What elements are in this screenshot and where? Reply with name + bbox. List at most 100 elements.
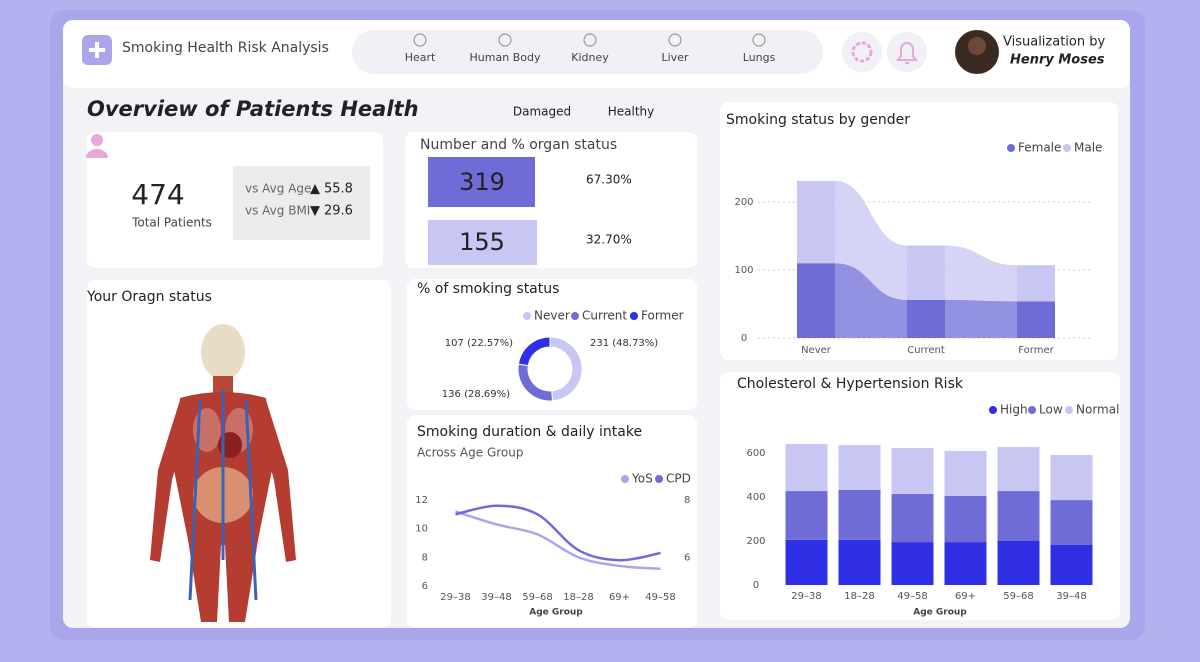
bar-segment — [997, 541, 1040, 585]
legend-label: High — [1000, 403, 1028, 417]
ribbon — [835, 263, 907, 338]
bar-segment — [1050, 454, 1093, 501]
y2-tick-label: 6 — [684, 552, 690, 563]
legend-marker — [1065, 406, 1073, 414]
legend-label: Current — [582, 309, 627, 323]
legend-marker — [621, 475, 629, 483]
organ-status-title: Number and % organ status — [420, 137, 617, 153]
data-label: 107 (22.57%) — [445, 338, 513, 349]
tab-damaged[interactable]: Damaged — [513, 105, 571, 119]
organ-count: 319 — [459, 168, 505, 196]
nav-icon — [668, 33, 682, 47]
bar-segment — [785, 443, 828, 492]
line-card — [407, 415, 697, 628]
damaged-box — [428, 157, 535, 207]
nav-icon — [752, 33, 766, 47]
y-tick-label: 200 — [746, 536, 765, 547]
x-tick-label: 29–38 — [440, 592, 470, 603]
x-tick-label: Former — [1018, 345, 1054, 356]
chart-subtitle: Across Age Group — [417, 446, 523, 460]
x-axis-label: Age Group — [529, 608, 583, 618]
credit-label: Visualization by — [1003, 35, 1105, 50]
tab-healthy[interactable]: Healthy — [608, 105, 655, 119]
author-name: Henry Moses — [1010, 53, 1105, 68]
bar-segment — [797, 263, 835, 338]
y-tick-label: 400 — [746, 492, 765, 503]
legend-label: Female — [1018, 141, 1061, 155]
comparison-value: 29.6 — [324, 204, 353, 219]
overview-title: Overview of Patients Health — [87, 97, 419, 121]
logo-plus — [89, 42, 105, 58]
organ-panel-title: Your Oragn status — [86, 289, 212, 305]
nav-icon — [498, 33, 512, 47]
organ-percent: 67.30% — [586, 173, 632, 187]
line-series — [455, 504, 661, 562]
y-tick-label: 10 — [415, 524, 428, 535]
legend-marker — [630, 312, 638, 320]
bar-segment — [907, 245, 945, 300]
bar-segment — [891, 447, 934, 494]
y-tick-label: 0 — [753, 580, 759, 591]
legend-label: Male — [1074, 141, 1102, 155]
chart-title: % of smoking status — [417, 281, 559, 297]
y-tick-label: 0 — [741, 333, 747, 344]
line-series — [455, 510, 661, 571]
data-label: 231 (48.73%) — [590, 338, 658, 349]
x-tick-label: 59–68 — [522, 592, 552, 603]
chart-title: Smoking duration & daily intake — [417, 424, 642, 440]
comparison-box — [233, 166, 370, 240]
bar-segment — [785, 539, 828, 585]
x-tick-label: Current — [907, 345, 945, 356]
ribbon — [835, 180, 907, 300]
kpi-value: 474 — [131, 178, 184, 211]
comparison-value: 55.8 — [324, 182, 353, 197]
comparison-arrow: ▲ — [310, 182, 320, 197]
nav-item: Liver — [662, 51, 689, 64]
organ-count: 155 — [459, 228, 505, 256]
x-tick-label: 29–38 — [791, 591, 821, 602]
legend-marker — [1007, 144, 1015, 152]
nav-item: Lungs — [743, 51, 776, 64]
kpi-label: Total Patients — [131, 216, 212, 230]
bar-segment — [838, 489, 881, 540]
x-tick-label: 69+ — [609, 592, 630, 603]
user-icon-head — [91, 134, 103, 146]
chart-title: Smoking status by gender — [726, 112, 910, 128]
y-tick-label: 200 — [734, 197, 753, 208]
healthy-box — [428, 220, 537, 265]
bar-segment — [891, 493, 934, 543]
chart-title: Cholesterol & Hypertension Risk — [737, 376, 964, 392]
y-tick-label: 100 — [734, 265, 753, 276]
bar-segment — [1050, 500, 1093, 545]
app-title: Smoking Health Risk Analysis — [122, 40, 329, 56]
settings-icon — [851, 41, 873, 63]
bar-segment — [785, 491, 828, 540]
y-tick-label: 600 — [746, 448, 765, 459]
legend-marker — [655, 475, 663, 483]
legend-label: Low — [1039, 403, 1063, 417]
x-tick-label: 59–68 — [1003, 591, 1033, 602]
x-tick-label: Never — [801, 345, 832, 356]
notification-button[interactable] — [887, 32, 927, 72]
ribbon — [945, 299, 1017, 338]
legend-marker — [523, 312, 531, 320]
ribbon — [945, 245, 1017, 302]
bar-segment — [1050, 544, 1093, 585]
legend-label: Former — [641, 309, 684, 323]
comparison-label: vs Avg BMI — [245, 204, 310, 218]
legend-label: Normal — [1076, 403, 1119, 417]
legend-marker — [571, 312, 579, 320]
user-icon-body — [86, 149, 108, 158]
legend-marker — [989, 406, 997, 414]
body-illustration — [150, 324, 296, 622]
x-tick-label: 39–48 — [1056, 591, 1086, 602]
comparison-label: vs Avg Age — [245, 182, 311, 196]
bar-segment — [907, 299, 945, 338]
settings-button[interactable] — [842, 32, 882, 72]
bar-segment — [838, 445, 881, 490]
nav-item: Kidney — [571, 51, 609, 64]
legend-label: YoS — [631, 472, 653, 486]
y2-tick-label: 8 — [684, 495, 690, 506]
avatar-face — [968, 37, 986, 55]
